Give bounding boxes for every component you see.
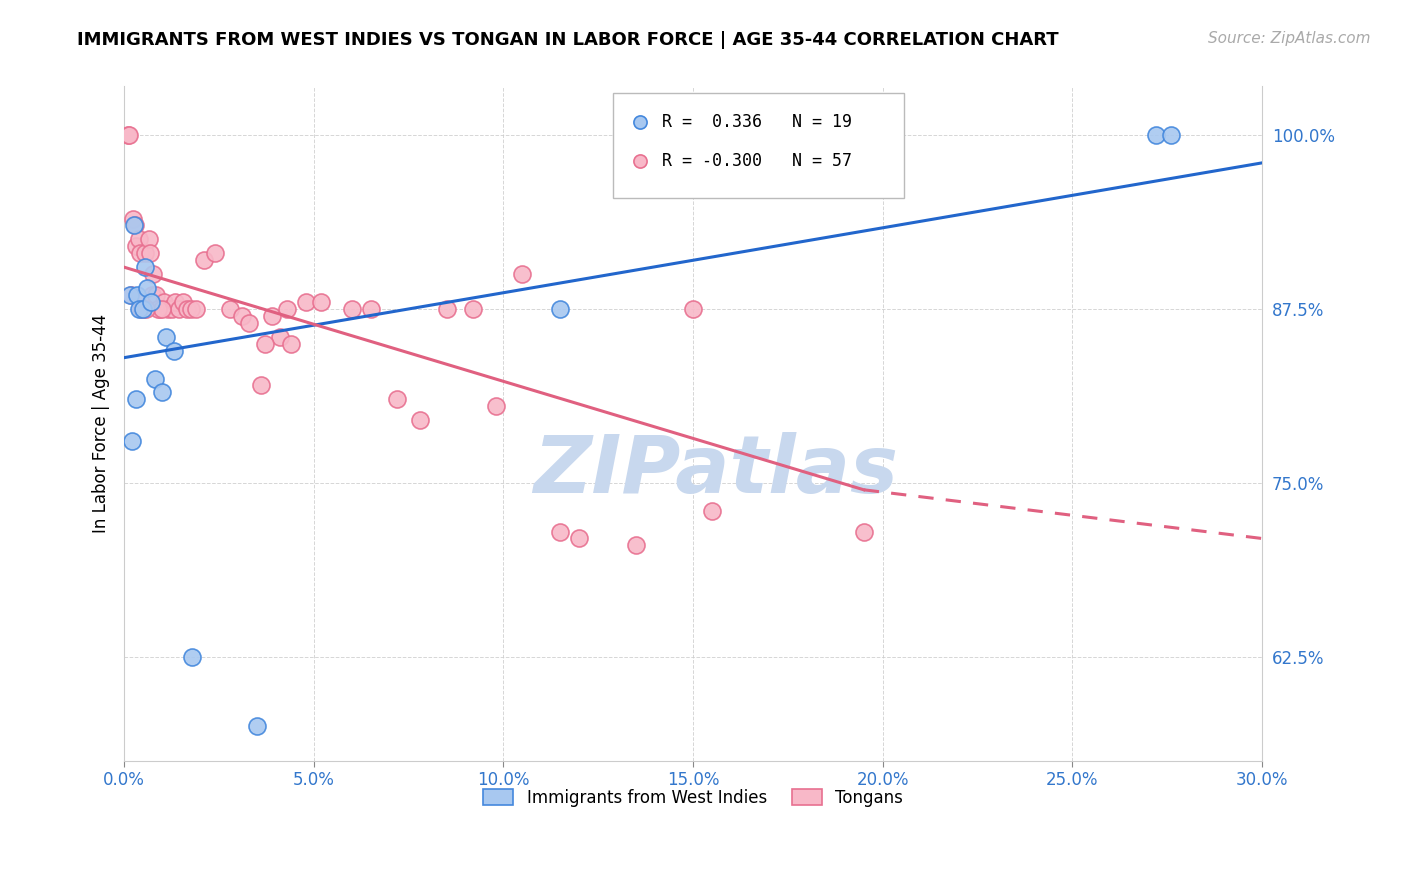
Point bbox=[852, 524, 875, 539]
Point bbox=[295, 295, 318, 310]
Y-axis label: In Labor Force | Age 35-44: In Labor Force | Age 35-44 bbox=[93, 314, 110, 533]
Point bbox=[129, 246, 152, 260]
Point bbox=[132, 301, 155, 316]
Point bbox=[134, 246, 156, 260]
Point bbox=[186, 301, 208, 316]
Point bbox=[165, 295, 187, 310]
Point bbox=[550, 301, 572, 316]
Point bbox=[626, 538, 648, 552]
Point bbox=[276, 301, 298, 316]
Point bbox=[127, 288, 149, 302]
Point bbox=[700, 503, 723, 517]
Point bbox=[156, 301, 179, 316]
Point bbox=[131, 295, 153, 310]
Point bbox=[231, 309, 253, 323]
Point bbox=[387, 392, 409, 407]
Point bbox=[172, 295, 194, 310]
Point bbox=[150, 301, 173, 316]
Point bbox=[128, 301, 150, 316]
Point bbox=[1144, 128, 1167, 142]
Point bbox=[204, 246, 226, 260]
Point bbox=[134, 260, 156, 275]
Point bbox=[253, 336, 276, 351]
Point bbox=[246, 719, 269, 733]
Point bbox=[142, 267, 165, 281]
Point bbox=[512, 267, 534, 281]
Point bbox=[118, 128, 141, 142]
Point bbox=[155, 330, 177, 344]
Point bbox=[121, 211, 143, 226]
Point bbox=[153, 295, 176, 310]
Point bbox=[138, 232, 160, 246]
Point bbox=[409, 413, 432, 427]
Point bbox=[238, 316, 260, 330]
Legend: Immigrants from West Indies, Tongans: Immigrants from West Indies, Tongans bbox=[477, 782, 910, 814]
Point bbox=[129, 301, 152, 316]
Point bbox=[139, 246, 162, 260]
Point bbox=[124, 392, 146, 407]
Text: Source: ZipAtlas.com: Source: ZipAtlas.com bbox=[1208, 31, 1371, 46]
Point bbox=[463, 301, 485, 316]
Point bbox=[132, 301, 155, 316]
Point bbox=[1160, 128, 1182, 142]
Point bbox=[193, 253, 215, 268]
Text: IMMIGRANTS FROM WEST INDIES VS TONGAN IN LABOR FORCE | AGE 35-44 CORRELATION CHA: IMMIGRANTS FROM WEST INDIES VS TONGAN IN… bbox=[77, 31, 1059, 49]
Point bbox=[141, 288, 163, 302]
Point bbox=[360, 301, 382, 316]
Point bbox=[436, 301, 458, 316]
Point bbox=[485, 400, 508, 414]
Point bbox=[136, 281, 159, 295]
Point bbox=[149, 301, 172, 316]
Point bbox=[160, 301, 183, 316]
Point bbox=[181, 649, 204, 664]
Point bbox=[249, 378, 271, 392]
Point bbox=[124, 219, 146, 233]
Point bbox=[219, 301, 242, 316]
Point bbox=[145, 288, 167, 302]
FancyBboxPatch shape bbox=[613, 93, 904, 198]
Point bbox=[269, 330, 291, 344]
Point bbox=[162, 343, 184, 358]
Text: ZIPatlas: ZIPatlas bbox=[533, 432, 898, 510]
Text: R = -0.300   N = 57: R = -0.300 N = 57 bbox=[662, 152, 852, 169]
Point bbox=[150, 385, 173, 400]
Point bbox=[121, 434, 143, 449]
Point bbox=[280, 336, 302, 351]
Point bbox=[117, 128, 139, 142]
Point bbox=[311, 295, 333, 310]
Point bbox=[143, 371, 166, 385]
Text: R =  0.336   N = 19: R = 0.336 N = 19 bbox=[662, 113, 852, 131]
Point bbox=[122, 219, 145, 233]
Point bbox=[128, 232, 150, 246]
Point bbox=[148, 301, 170, 316]
Point bbox=[125, 239, 148, 253]
Point bbox=[550, 524, 572, 539]
Point bbox=[682, 301, 704, 316]
Point bbox=[340, 301, 363, 316]
Point bbox=[139, 295, 162, 310]
Point bbox=[120, 288, 142, 302]
Point bbox=[118, 288, 141, 302]
Point bbox=[180, 301, 202, 316]
Point bbox=[167, 301, 190, 316]
Point bbox=[176, 301, 198, 316]
Point bbox=[135, 301, 157, 316]
Point bbox=[262, 309, 284, 323]
Point bbox=[568, 532, 591, 546]
